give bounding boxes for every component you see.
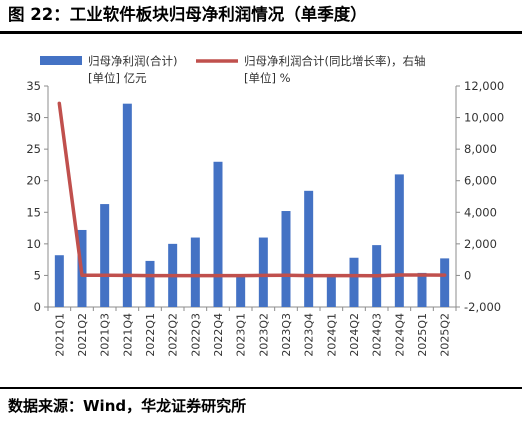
figure-title: 图 22：工业软件板块归母净利润情况（单季度） [8, 5, 367, 24]
bar-2023Q4 [304, 190, 314, 307]
bar-2021Q4 [122, 103, 132, 308]
bar-2024Q1 [326, 274, 336, 307]
legend-unit-bars: [单位] 亿元 [88, 71, 147, 85]
right-tick-label: 0 [464, 268, 471, 282]
bar-2023Q2 [258, 237, 268, 307]
x-tick-label: 2021Q4 [121, 313, 134, 357]
top-rule [0, 31, 522, 34]
legend-unit-line: [单位] % [244, 71, 291, 85]
bar-2022Q4 [213, 161, 223, 307]
legend-label-bars: 归母净利润(合计) [88, 54, 177, 68]
left-tick-label: 35 [26, 79, 41, 93]
x-tick-label: 2021Q3 [99, 313, 112, 357]
x-tick-label: 2023Q1 [235, 313, 248, 357]
right-tick-label: 8,000 [464, 142, 497, 156]
right-tick-label: 6,000 [464, 174, 497, 188]
left-tick-label: 15 [26, 205, 41, 219]
chart: 归母净利润(合计) [单位] 亿元 归母净利润合计(同比增长率)，右轴 [单位] % 0… [26, 54, 504, 357]
x-tick-label: 2025Q1 [416, 313, 429, 357]
bottom-rule [0, 387, 522, 389]
bar-2021Q3 [100, 204, 110, 307]
source-note: 数据来源：Wind，华龙证券研究所 [8, 397, 247, 415]
x-tick-label: 2022Q3 [189, 313, 202, 357]
right-tick-label: -2,000 [464, 300, 501, 314]
bar-2025Q1 [417, 272, 427, 307]
right-tick-label: 4,000 [464, 205, 497, 219]
x-tick-label: 2021Q1 [53, 313, 66, 357]
x-tick-label: 2025Q2 [439, 313, 452, 357]
x-tick-label: 2021Q2 [76, 313, 89, 357]
x-tick-label: 2022Q2 [167, 313, 180, 357]
left-tick-label: 10 [26, 237, 41, 251]
x-tick-label: 2024Q4 [393, 313, 406, 357]
legend-swatch-bars [40, 56, 82, 65]
left-tick-label: 20 [26, 174, 41, 188]
bar-2025Q2 [440, 258, 450, 307]
bar-2022Q1 [145, 260, 155, 307]
left-tick-label: 30 [26, 111, 41, 125]
right-tick-label: 12,000 [464, 79, 504, 93]
legend-label-line: 归母净利润合计(同比增长率)，右轴 [244, 54, 425, 68]
left-tick-label: 0 [34, 300, 41, 314]
right-tick-label: 10,000 [464, 111, 504, 125]
yoy-growth-line [57, 101, 447, 278]
right-tick-label: 2,000 [464, 237, 497, 251]
x-tick-label: 2023Q4 [303, 313, 316, 357]
x-tick-label: 2022Q1 [144, 313, 157, 357]
bar-2024Q4 [394, 174, 404, 307]
bar-2023Q3 [281, 211, 291, 307]
bar-2021Q1 [54, 255, 64, 307]
bar-2024Q2 [349, 257, 359, 307]
bar-2023Q1 [236, 276, 246, 307]
x-tick-label: 2024Q1 [325, 313, 338, 357]
left-tick-label: 25 [26, 142, 41, 156]
bar-2022Q3 [190, 237, 200, 307]
x-tick-label: 2024Q3 [371, 313, 384, 357]
x-tick-label: 2024Q2 [348, 313, 361, 357]
left-tick-label: 5 [34, 268, 41, 282]
x-tick-label: 2023Q3 [280, 313, 293, 357]
x-tick-label: 2023Q2 [257, 313, 270, 357]
x-tick-label: 2022Q4 [212, 313, 225, 357]
